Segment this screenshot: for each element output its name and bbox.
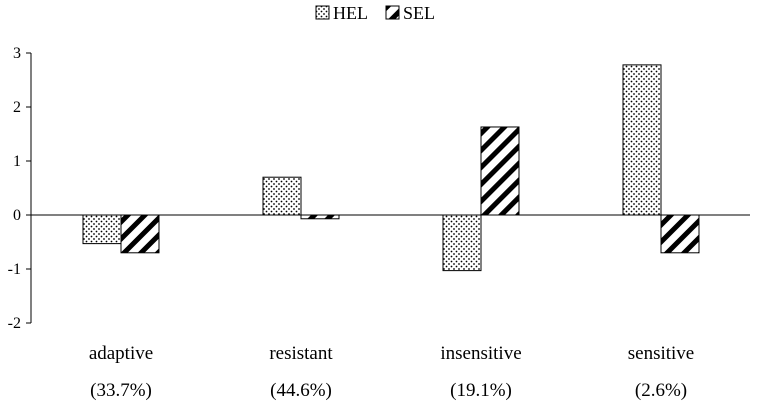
bar-sel-insensitive <box>480 126 520 216</box>
bar-hel-resistant <box>262 176 302 216</box>
bar-sel-resistant <box>300 214 340 220</box>
legend-label-hel: HEL <box>333 3 368 23</box>
category-share-resistant: (44.6%) <box>270 380 332 401</box>
bar-hel-adaptive <box>82 214 122 245</box>
category-label-insensitive: insensitive <box>440 343 521 364</box>
y-tick-label: -1 <box>8 261 21 278</box>
category-share-insensitive: (19.1%) <box>450 380 512 401</box>
category-share-sensitive: (2.6%) <box>635 380 687 401</box>
bar-hel-sensitive <box>622 64 662 216</box>
bar-sel-adaptive <box>120 214 160 254</box>
y-tick-label: 2 <box>13 99 21 116</box>
y-tick-label: 3 <box>13 45 21 62</box>
legend-label-sel: SEL <box>403 3 435 23</box>
category-labels: adaptive (33.7%) resistant (44.6%) insensiti… <box>89 343 694 401</box>
legend: HEL SEL <box>315 3 435 23</box>
category-label-adaptive: adaptive <box>89 343 153 364</box>
bars-group <box>82 64 700 272</box>
category-label-sensitive: sensitive <box>628 343 695 364</box>
legend-swatch-sel <box>385 5 400 20</box>
legend-swatch-hel <box>315 5 330 20</box>
y-tick-label: -2 <box>8 315 21 332</box>
y-tick-label: 1 <box>13 153 21 170</box>
y-axis-ticks: 3 2 1 0 -1 -2 <box>8 45 31 332</box>
y-tick-label: 0 <box>13 207 21 224</box>
bar-sel-sensitive <box>660 214 700 254</box>
category-share-adaptive: (33.7%) <box>90 380 152 401</box>
category-label-resistant: resistant <box>269 343 333 364</box>
bar-hel-insensitive <box>442 214 482 272</box>
